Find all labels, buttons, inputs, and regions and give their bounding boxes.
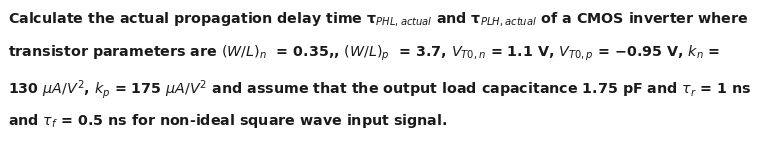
Text: Calculate the actual propagation delay time $\mathbf{\tau}_{\mathit{PHL,actual}}: Calculate the actual propagation delay t… bbox=[8, 10, 749, 28]
Text: and $\tau_f$ = 0.5 ns for non-ideal square wave input signal.: and $\tau_f$ = 0.5 ns for non-ideal squa… bbox=[8, 112, 447, 130]
Text: 130 $\mu A/V^2$, $k_p$ = 175 $\mu A/V^2$ and assume that the output load capacit: 130 $\mu A/V^2$, $k_p$ = 175 $\mu A/V^2$… bbox=[8, 78, 752, 101]
Text: transistor parameters are $(W/L)_n$  = 0.35,, $(W/L)_p$  = 3.7, $V_{T0,n}$ = 1.1: transistor parameters are $(W/L)_n$ = 0.… bbox=[8, 44, 720, 63]
